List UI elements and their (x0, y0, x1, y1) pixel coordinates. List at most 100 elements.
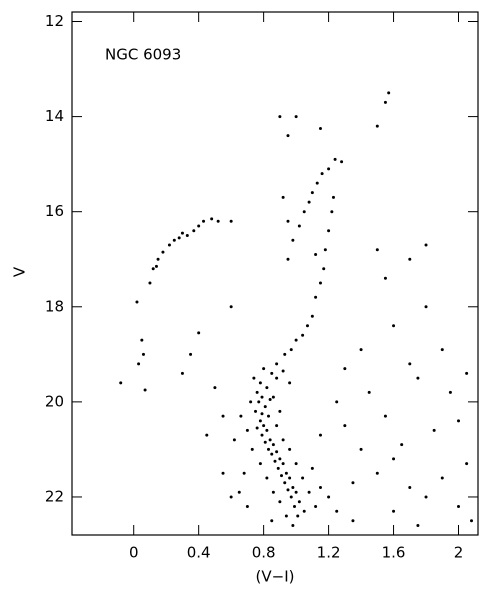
star-point (172, 238, 176, 242)
star-point (392, 457, 396, 461)
star-point (270, 452, 274, 456)
star-point (286, 488, 290, 492)
star-point (271, 490, 275, 494)
star-point (375, 124, 379, 128)
star-point (185, 233, 189, 237)
star-point (258, 381, 262, 385)
star-point (291, 523, 295, 527)
star-point (294, 490, 298, 494)
star-point (262, 367, 266, 371)
star-point (327, 229, 331, 233)
star-point (392, 509, 396, 513)
star-point (296, 514, 300, 518)
star-point (314, 252, 318, 256)
star-point (156, 257, 160, 261)
star-point (205, 433, 209, 437)
star-point (340, 160, 344, 164)
star-point (465, 462, 469, 466)
star-point (291, 238, 295, 242)
star-point (318, 126, 322, 130)
star-point (286, 134, 290, 138)
y-tick-label: 22 (45, 487, 64, 505)
star-point (359, 447, 363, 451)
star-point (333, 157, 337, 161)
star-point (367, 390, 371, 394)
star-point (192, 229, 196, 233)
star-point (281, 438, 285, 442)
star-point (387, 91, 391, 95)
star-point (239, 414, 243, 418)
star-point (180, 231, 184, 235)
star-point (281, 369, 285, 373)
star-point (315, 181, 319, 185)
star-point (286, 219, 290, 223)
star-point (318, 433, 322, 437)
star-point (301, 333, 305, 337)
star-point (221, 471, 225, 475)
star-point (275, 376, 279, 380)
star-point (260, 433, 264, 437)
x-tick-label: 2 (454, 544, 464, 562)
star-point (275, 362, 279, 366)
star-point (229, 219, 233, 223)
star-point (383, 276, 387, 280)
x-axis-label: (V−I) (256, 568, 295, 586)
star-point (310, 314, 314, 318)
star-point (424, 305, 428, 309)
star-point (260, 412, 264, 416)
star-point (265, 476, 269, 480)
star-point (263, 405, 267, 409)
star-point (265, 386, 269, 390)
star-point (284, 514, 288, 518)
star-point (275, 450, 279, 454)
star-point (237, 490, 241, 494)
star-point (189, 352, 193, 356)
star-point (292, 504, 296, 508)
star-point (263, 440, 267, 444)
star-point (400, 443, 404, 447)
star-point (210, 217, 214, 221)
star-point (177, 236, 181, 240)
star-point (281, 195, 285, 199)
star-point (383, 414, 387, 418)
star-point (255, 390, 259, 394)
star-point (297, 224, 301, 228)
star-point (294, 462, 298, 466)
star-point (260, 395, 264, 399)
x-tick-label: 0.8 (252, 544, 276, 562)
star-point (213, 386, 217, 390)
star-point (424, 495, 428, 499)
star-point (137, 362, 141, 366)
star-point (288, 381, 292, 385)
star-point (278, 115, 282, 119)
star-point (265, 428, 269, 432)
star-point (375, 248, 379, 252)
star-point (140, 338, 144, 342)
star-point (254, 409, 258, 413)
star-point (270, 371, 274, 375)
star-point (275, 424, 279, 428)
star-point (135, 300, 139, 304)
x-tick-label: 0 (129, 544, 139, 562)
star-point (302, 210, 306, 214)
star-point (297, 500, 301, 504)
chart-title: NGC 6093 (105, 46, 181, 64)
star-point (279, 474, 283, 478)
star-point (180, 371, 184, 375)
star-point (258, 462, 262, 466)
star-point (359, 348, 363, 352)
star-point (302, 509, 306, 513)
star-point (330, 210, 334, 214)
star-point (143, 388, 147, 392)
star-point (267, 414, 271, 418)
star-point (271, 395, 275, 399)
star-point (273, 459, 277, 463)
star-point (270, 519, 274, 523)
star-point (310, 466, 314, 470)
star-point (291, 485, 295, 489)
star-point (245, 504, 249, 508)
star-point (289, 495, 293, 499)
star-point (440, 476, 444, 480)
y-tick-label: 20 (45, 392, 64, 410)
